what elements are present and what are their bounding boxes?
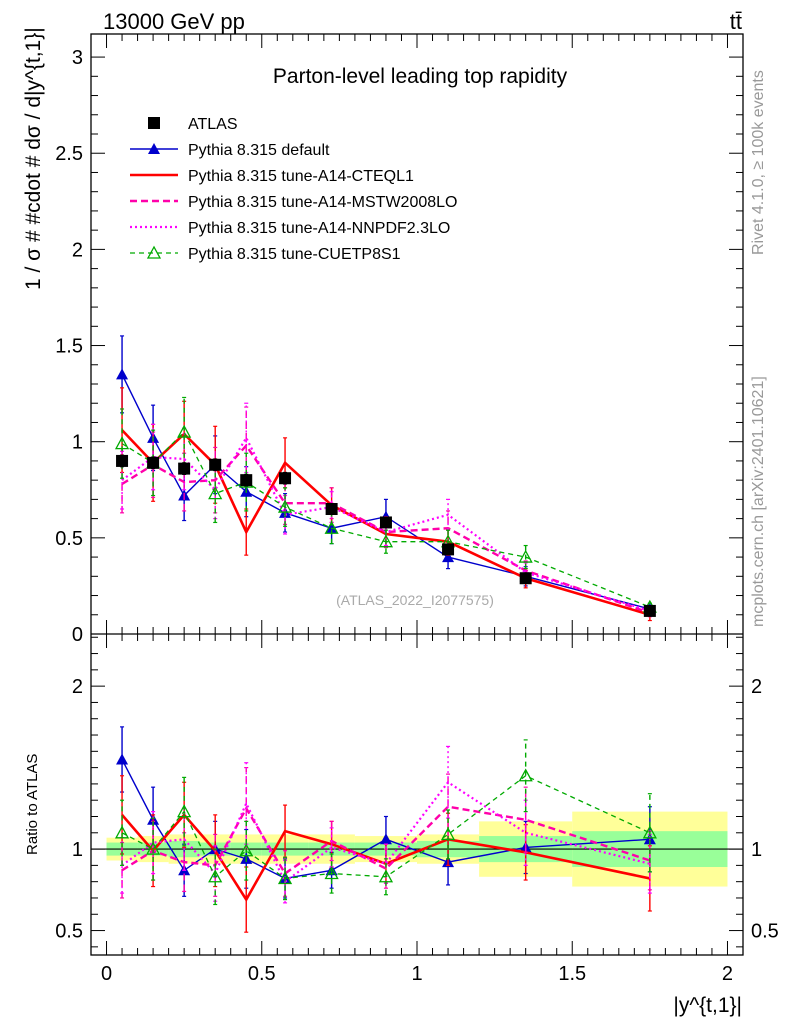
x-tick-label: 1.5	[558, 963, 586, 985]
top-point	[116, 368, 129, 380]
rivet-label: Rivet 4.1.0, ≥ 100k events	[750, 70, 767, 255]
legend-marker	[148, 117, 160, 129]
top-y-tick-label: 3	[72, 47, 83, 69]
top-point	[240, 474, 253, 487]
ratio-point	[378, 869, 394, 883]
legend-entry-nnpdf: Pythia 8.315 tune-A14-NNPDF2.3LO	[130, 220, 450, 237]
legend-entry-cuetp: Pythia 8.315 tune-CUETP8S1	[130, 245, 401, 263]
ratio-y-tick-label-right: 0.5	[751, 921, 779, 943]
legend-label: ATLAS	[188, 116, 238, 133]
ratio-line-mstw	[121, 805, 651, 876]
ratio-point	[116, 753, 129, 765]
top-point	[643, 604, 656, 617]
top-y-tick-label: 1.5	[55, 336, 83, 358]
legend-label: Pythia 8.315 tune-CUETP8S1	[188, 246, 401, 263]
top-point	[324, 520, 339, 534]
ratio-y-tick-label-right: 2	[751, 676, 762, 698]
x-tick-label: 2	[722, 963, 733, 985]
ratio-point	[208, 869, 223, 883]
top-point	[114, 436, 130, 450]
ratio-point	[324, 866, 339, 880]
plot-title: Parton-level leading top rapidity	[273, 65, 568, 88]
legend-label: Pythia 8.315 default	[188, 142, 330, 159]
ratio-point	[239, 843, 254, 857]
top-y-tick-label: 2.5	[55, 143, 83, 165]
top-point	[209, 458, 222, 471]
top-series-default	[116, 335, 656, 614]
top-point	[325, 503, 338, 515]
top-point	[378, 534, 394, 548]
ratio-point	[379, 833, 392, 845]
top-y-tick-label: 0.5	[55, 528, 83, 550]
top-line-default	[121, 374, 651, 610]
ratio-y-tick-label-left: 2	[72, 676, 83, 698]
top-y-axis-label: 1 / σ # #cdot # dσ / d|y^{t,1}|	[22, 27, 45, 290]
legend: ATLAS Pythia 8.315 default Pythia 8.315 tu…	[130, 116, 457, 263]
top-point	[279, 472, 292, 485]
watermark-analysis: (ATLAS_2022_I2077575)	[336, 592, 494, 608]
ratio-point	[277, 871, 293, 885]
x-tick-label: 0	[101, 963, 112, 985]
ratio-series-cuetp	[114, 739, 657, 906]
top-point	[177, 424, 192, 438]
top-point	[208, 486, 223, 500]
ratio-point	[642, 825, 657, 839]
top-line-mstw	[121, 443, 651, 614]
top-y-tick-label: 0	[72, 624, 83, 646]
ratio-point	[146, 841, 161, 855]
top-point	[178, 462, 191, 475]
axes: 0 0.5 1 1.5 2 2.5 3 0.5 0.5 1 1 2 2 0 0.5 1 1.5 2	[55, 33, 779, 985]
legend-entry-mstw: Pythia 8.315 tune-A14-MSTW2008LO	[130, 194, 457, 211]
legend-entry-default: Pythia 8.315 default	[130, 142, 330, 159]
ratio-series	[114, 726, 657, 933]
x-tick-label: 0.5	[248, 963, 276, 985]
top-series	[114, 335, 657, 622]
top-point	[442, 543, 455, 556]
top-series-data	[116, 454, 656, 617]
top-line-cuetp	[121, 430, 651, 608]
legend-label: Pythia 8.315 tune-A14-NNPDF2.3LO	[188, 220, 450, 237]
ratio-point	[177, 804, 192, 818]
x-tick-label: 1	[411, 963, 422, 985]
top-point	[147, 456, 160, 469]
top-point	[518, 549, 533, 563]
legend-label: Pythia 8.315 tune-A14-MSTW2008LO	[188, 194, 457, 211]
top-point	[116, 454, 129, 467]
top-point	[277, 499, 293, 513]
ratio-line-cuetp	[121, 775, 651, 880]
top-point	[442, 551, 455, 563]
ratio-y-axis-label: Ratio to ATLAS	[24, 754, 41, 855]
ratio-y-tick-label-right: 1	[751, 839, 762, 861]
ratio-point	[114, 825, 130, 839]
mcplots-label: mcplots.cern.ch [arXiv:2401.10621]	[750, 376, 767, 627]
legend-marker	[148, 143, 160, 154]
ratio-point	[518, 768, 533, 782]
energy-label: 13000 GeV pp	[103, 9, 245, 34]
top-line-cteq	[121, 429, 651, 617]
legend-label: Pythia 8.315 tune-A14-CTEQL1	[188, 168, 414, 185]
top-y-tick-label: 2	[72, 239, 83, 261]
ratio-point	[440, 827, 456, 841]
top-y-tick-label: 1	[72, 432, 83, 454]
legend-entry-cteq: Pythia 8.315 tune-A14-CTEQL1	[130, 168, 414, 185]
legend-marker	[146, 245, 162, 259]
legend-entry-data: ATLAS	[148, 116, 238, 133]
ratio-y-tick-label-left: 0.5	[55, 921, 83, 943]
process-label: tt̄	[730, 9, 742, 34]
ratio-point	[643, 833, 656, 845]
top-point	[379, 516, 392, 529]
ratio-line-cteq	[121, 812, 651, 903]
x-axis-label: |y^{t,1}|	[673, 994, 742, 1017]
ratio-y-tick-label-left: 1	[72, 839, 83, 861]
top-point	[519, 572, 532, 585]
